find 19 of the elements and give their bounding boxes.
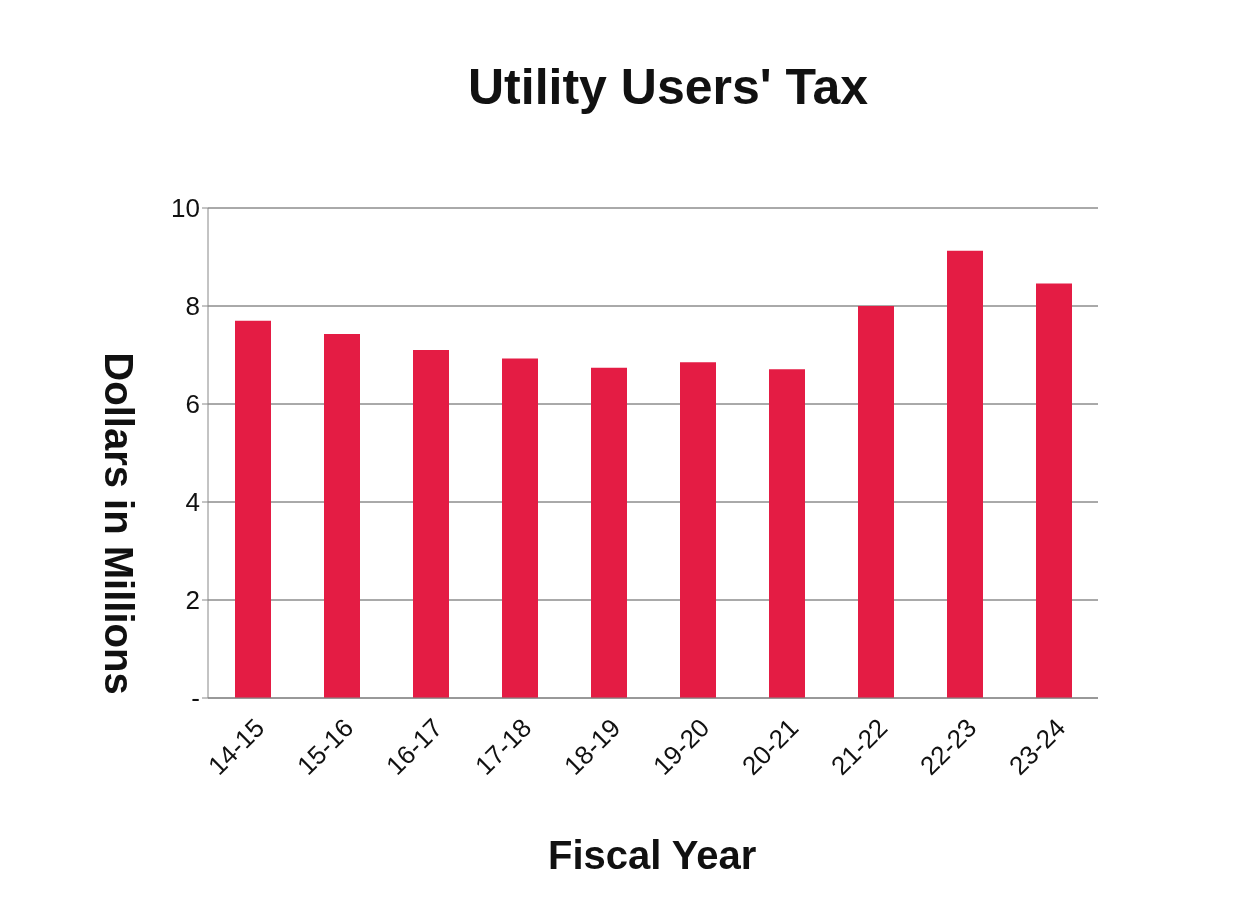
chart-title: Utility Users' Tax	[468, 58, 868, 116]
bar	[947, 250, 983, 698]
bar	[680, 362, 716, 698]
bar	[413, 350, 449, 698]
bar	[858, 306, 894, 698]
bar	[502, 358, 538, 698]
y-tick-label: 6	[185, 389, 200, 420]
bar	[769, 369, 805, 698]
y-axis-title: Dollars in Millions	[95, 351, 141, 695]
bar	[235, 320, 271, 698]
y-tick-label: 8	[185, 291, 200, 322]
bar	[1036, 283, 1072, 698]
y-tick-label: 2	[185, 585, 200, 616]
x-axis-title: Fiscal Year	[548, 833, 757, 878]
y-tick-label: -	[191, 683, 200, 714]
y-tick-label: 10	[171, 193, 200, 224]
y-tick-label: 4	[185, 487, 200, 518]
bar	[324, 333, 360, 698]
bar	[591, 367, 627, 698]
